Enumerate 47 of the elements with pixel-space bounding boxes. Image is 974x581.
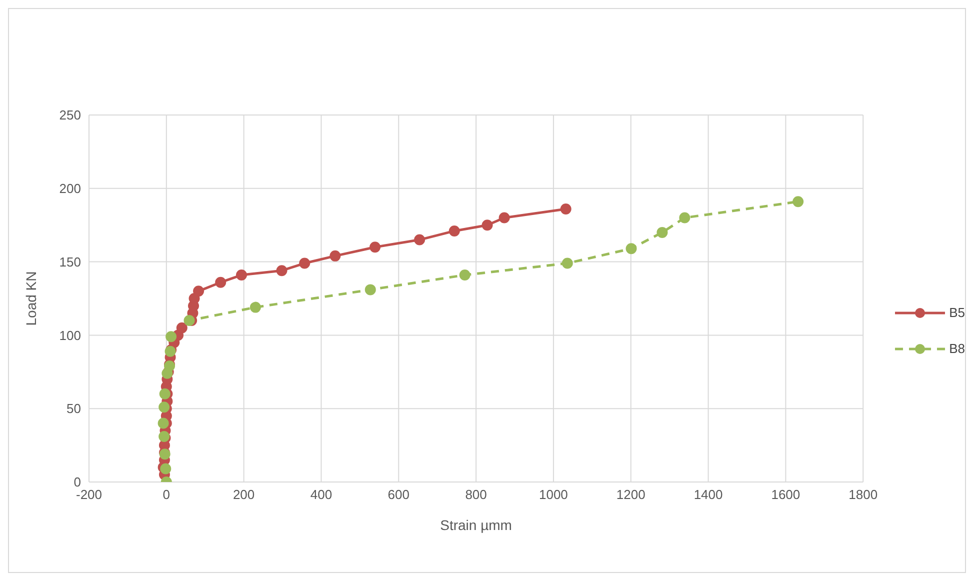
x-tick-label: 1000	[538, 487, 568, 502]
point	[159, 388, 170, 400]
point	[158, 418, 169, 429]
point	[160, 463, 172, 474]
x-tick-label: 400	[310, 487, 332, 502]
point	[482, 220, 493, 231]
x-tick-label: 1800	[848, 487, 878, 502]
x-tick-label: 1200	[616, 487, 646, 502]
y-tick-label: 250	[59, 108, 81, 123]
point	[459, 270, 470, 281]
point	[276, 265, 288, 276]
x-tick-label: 1600	[771, 487, 800, 502]
point	[184, 315, 195, 326]
point	[193, 286, 204, 297]
y-tick-label: 200	[59, 181, 81, 196]
point	[330, 250, 341, 262]
point	[250, 302, 261, 313]
point	[679, 212, 690, 224]
x-tick-label: 800	[465, 487, 487, 502]
y-tick-label: 0	[74, 474, 81, 490]
x-axis-title: Strain µmm	[440, 517, 512, 533]
point	[498, 212, 510, 224]
point	[364, 284, 376, 296]
point	[299, 258, 310, 269]
x-tick-label: -200	[76, 487, 102, 502]
legend-label: B8	[949, 341, 965, 356]
x-tick-label: 600	[388, 487, 410, 502]
point	[414, 234, 426, 246]
point	[792, 196, 804, 208]
legend-label: B5	[949, 305, 965, 320]
point	[236, 270, 247, 281]
point	[215, 276, 226, 288]
point	[562, 258, 573, 269]
y-tick-label: 150	[59, 254, 81, 270]
y-axis-title: Load KN	[22, 271, 39, 326]
y-tick-label: 50	[66, 401, 81, 416]
point	[656, 226, 668, 238]
x-tick-label: 1400	[694, 487, 723, 502]
point	[626, 243, 637, 254]
point	[370, 242, 381, 253]
y-tick-label: 100	[59, 328, 81, 343]
x-tick-label: 0	[162, 487, 170, 502]
point	[176, 322, 188, 334]
point	[560, 203, 572, 214]
point	[448, 225, 460, 236]
x-tick-label: 200	[232, 487, 255, 502]
point	[166, 331, 177, 342]
